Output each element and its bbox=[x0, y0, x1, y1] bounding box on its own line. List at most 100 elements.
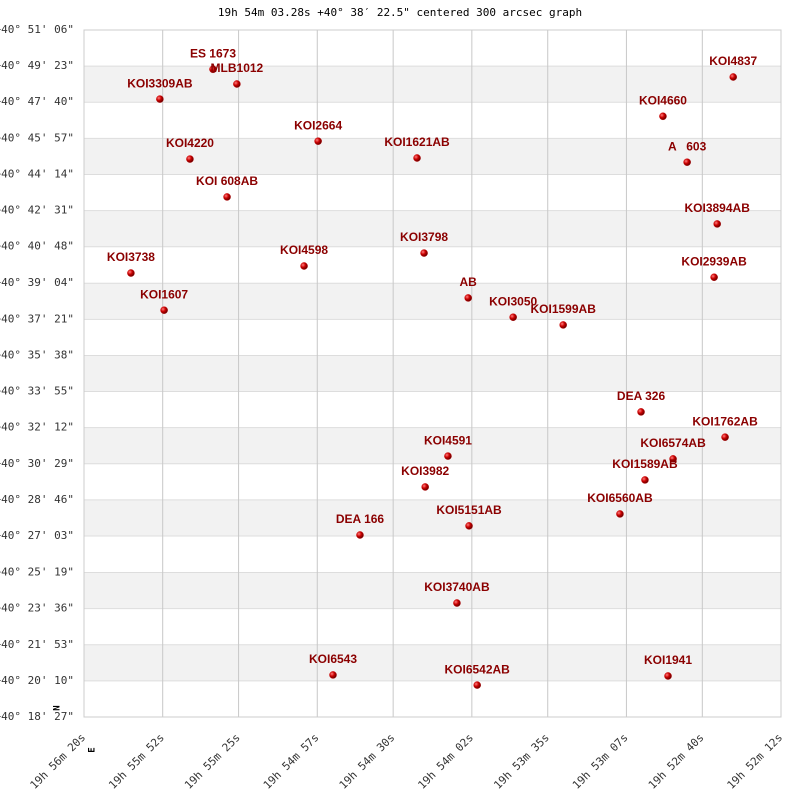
star bbox=[559, 321, 567, 329]
x-tick-label: 19h 55m 25s bbox=[182, 731, 243, 792]
band bbox=[84, 283, 781, 320]
y-tick-label: +40° 33' 55" bbox=[0, 385, 74, 398]
star bbox=[233, 80, 241, 88]
star bbox=[223, 193, 231, 201]
band bbox=[84, 572, 781, 609]
y-tick-label: +40° 37' 21" bbox=[0, 312, 74, 325]
star bbox=[710, 273, 718, 281]
star bbox=[465, 522, 473, 530]
plot-frame bbox=[83, 29, 782, 718]
compass-north: N bbox=[53, 705, 63, 710]
x-tick-label: 19h 54m 30s bbox=[337, 731, 398, 792]
star bbox=[209, 65, 217, 74]
band bbox=[84, 427, 781, 464]
x-tick-label: 19h 56m 20s bbox=[28, 731, 89, 792]
y-tick-label: +40° 30' 29" bbox=[0, 457, 74, 470]
chart-title: 19h 54m 03.28s +40° 38′ 22.5" centered 3… bbox=[218, 6, 582, 19]
x-tick-label: 19h 54m 57s bbox=[261, 731, 322, 792]
y-tick-label: +40° 42' 31" bbox=[0, 204, 74, 217]
y-tick-label: +40° 47' 40" bbox=[0, 95, 74, 108]
plot-background bbox=[84, 66, 781, 681]
star-label: KOI3738 bbox=[107, 250, 155, 264]
band bbox=[84, 355, 781, 392]
star-label: KOI5151AB bbox=[436, 503, 502, 517]
star-label: KOI4837 bbox=[709, 54, 757, 68]
star-label: KOI1621AB bbox=[384, 135, 450, 149]
star bbox=[659, 112, 667, 121]
star bbox=[641, 476, 649, 484]
star-label: KOI6542AB bbox=[444, 662, 510, 676]
star bbox=[721, 433, 729, 441]
star bbox=[729, 73, 737, 81]
star-label: KOI4660 bbox=[639, 93, 687, 107]
star bbox=[616, 510, 624, 518]
star bbox=[464, 294, 472, 302]
star-label: KOI1599AB bbox=[531, 302, 597, 316]
y-tick-label: +40° 20' 10" bbox=[0, 674, 74, 687]
star-label: KOI4220 bbox=[166, 136, 214, 150]
star bbox=[473, 681, 481, 689]
compass-east: E bbox=[88, 747, 98, 752]
star-label: KOI4598 bbox=[280, 243, 328, 257]
star-label: AB bbox=[460, 275, 478, 289]
y-tick-label: +40° 25' 19" bbox=[0, 566, 74, 579]
star-label: KOI1589AB bbox=[612, 457, 678, 471]
y-tick-label: +40° 51' 06" bbox=[0, 23, 74, 36]
y-tick-label: +40° 35' 38" bbox=[0, 348, 74, 361]
star-label: KOI 608AB bbox=[196, 174, 258, 188]
star bbox=[683, 158, 691, 166]
x-tick-label: 19h 52m 12s bbox=[725, 731, 786, 792]
star bbox=[186, 155, 194, 163]
star bbox=[453, 599, 461, 607]
star-label: KOI6560AB bbox=[587, 491, 653, 505]
y-tick-label: +40° 32' 12" bbox=[0, 421, 74, 434]
x-tick-label: 19h 52m 40s bbox=[646, 731, 707, 792]
star bbox=[127, 269, 135, 277]
star bbox=[329, 671, 337, 679]
y-tick-label: +40° 28' 46" bbox=[0, 493, 74, 506]
star bbox=[713, 220, 721, 228]
star-label: KOI2664 bbox=[294, 118, 342, 132]
band bbox=[84, 66, 781, 103]
y-tick-label: +40° 49' 23" bbox=[0, 59, 74, 72]
band bbox=[84, 499, 781, 537]
y-tick-label: +40° 40' 48" bbox=[0, 240, 74, 253]
band bbox=[84, 210, 781, 247]
star bbox=[637, 408, 645, 416]
y-tick-label: +40° 44' 14" bbox=[0, 167, 74, 180]
star-label: ES 1673 bbox=[190, 46, 236, 60]
star-label: KOI2939AB bbox=[681, 254, 747, 268]
star-label: DEA 326 bbox=[617, 389, 666, 403]
y-tick-label: +40° 45' 57" bbox=[0, 131, 74, 144]
star bbox=[444, 452, 452, 460]
x-tick-label: 19h 53m 35s bbox=[491, 731, 552, 792]
star bbox=[413, 154, 421, 162]
star bbox=[300, 262, 308, 270]
star bbox=[421, 483, 429, 491]
star bbox=[509, 313, 517, 321]
star-label: KOI1762AB bbox=[692, 414, 758, 428]
star-label: KOI1607 bbox=[140, 287, 188, 301]
star-label: KOI3309AB bbox=[127, 76, 193, 90]
band bbox=[84, 138, 781, 175]
star-label: KOI6574AB bbox=[640, 436, 706, 450]
star-label: KOI4591 bbox=[424, 433, 472, 447]
star-label: KOI3798 bbox=[400, 230, 448, 244]
y-tick-label: +40° 27' 03" bbox=[0, 529, 74, 542]
star bbox=[420, 249, 428, 257]
star bbox=[664, 672, 672, 680]
star-label: A 603 bbox=[668, 139, 707, 153]
x-tick-label: 19h 55m 52s bbox=[106, 731, 167, 792]
star-label: KOI3740AB bbox=[424, 580, 490, 594]
y-tick-label: +40° 18' 27" bbox=[0, 710, 74, 723]
star-label: KOI6543 bbox=[309, 652, 357, 666]
y-tick-label: +40° 21' 53" bbox=[0, 638, 74, 651]
star bbox=[356, 531, 364, 539]
star-label: KOI1941 bbox=[644, 653, 692, 667]
star-label: KOI3894AB bbox=[685, 201, 751, 215]
star bbox=[669, 455, 677, 463]
star-label: KOI3982 bbox=[401, 464, 449, 478]
star-label: KOI3050 bbox=[489, 294, 537, 308]
star bbox=[156, 95, 164, 103]
